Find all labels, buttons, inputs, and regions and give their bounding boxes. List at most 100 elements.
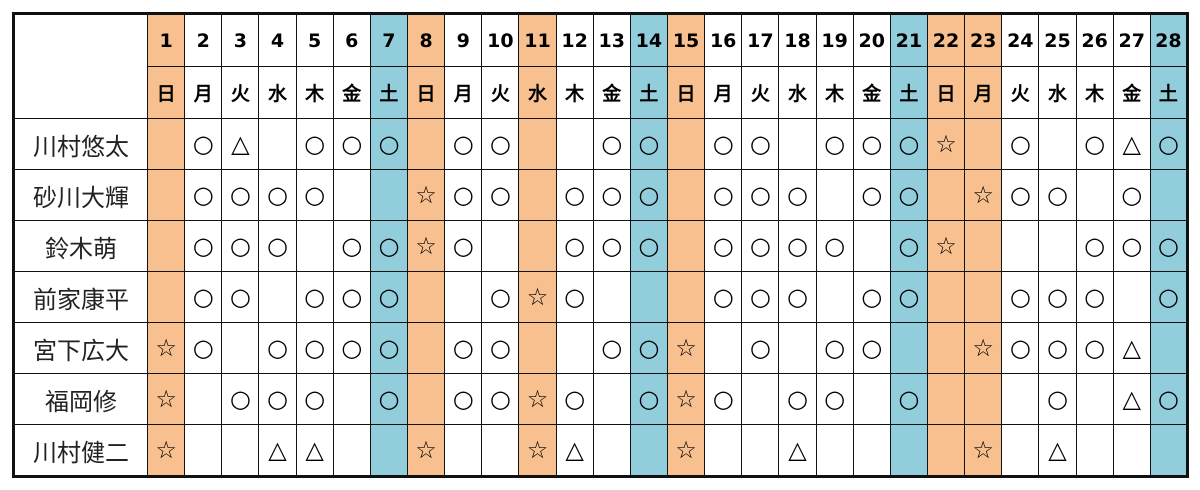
schedule-cell[interactable] (1075, 424, 1114, 477)
schedule-cell[interactable] (704, 322, 743, 374)
schedule-cell[interactable]: ○ (852, 169, 891, 221)
schedule-cell[interactable] (592, 271, 631, 323)
schedule-cell[interactable]: ○ (221, 271, 260, 323)
schedule-cell[interactable]: ○ (184, 169, 223, 221)
schedule-cell[interactable]: ○ (1149, 118, 1189, 170)
schedule-cell[interactable] (369, 169, 408, 221)
schedule-cell[interactable]: ○ (741, 118, 780, 170)
schedule-cell[interactable] (815, 169, 854, 221)
schedule-cell[interactable] (852, 220, 891, 272)
schedule-cell[interactable]: ○ (369, 322, 408, 374)
schedule-cell[interactable] (629, 424, 668, 477)
schedule-cell[interactable] (964, 271, 1003, 323)
schedule-cell[interactable]: ○ (1149, 220, 1189, 272)
schedule-cell[interactable]: ○ (332, 271, 371, 323)
schedule-cell[interactable]: ○ (889, 271, 928, 323)
schedule-cell[interactable] (778, 322, 817, 374)
schedule-cell[interactable] (926, 322, 966, 374)
schedule-cell[interactable] (741, 424, 780, 477)
schedule-cell[interactable] (332, 373, 371, 425)
schedule-cell[interactable]: ○ (704, 271, 743, 323)
schedule-cell[interactable]: ○ (852, 322, 891, 374)
schedule-cell[interactable]: ○ (295, 322, 334, 374)
schedule-cell[interactable]: ○ (741, 220, 780, 272)
schedule-cell[interactable]: ☆ (518, 373, 557, 425)
schedule-cell[interactable]: ○ (295, 169, 334, 221)
schedule-cell[interactable]: ○ (592, 322, 631, 374)
schedule-cell[interactable] (258, 118, 297, 170)
schedule-cell[interactable]: ○ (555, 271, 594, 323)
schedule-cell[interactable] (221, 424, 260, 477)
schedule-cell[interactable]: △ (1038, 424, 1077, 477)
schedule-cell[interactable] (406, 118, 446, 170)
schedule-cell[interactable]: △ (295, 424, 334, 477)
schedule-cell[interactable] (146, 271, 186, 323)
schedule-cell[interactable] (1149, 322, 1189, 374)
schedule-cell[interactable]: ○ (332, 220, 371, 272)
schedule-cell[interactable] (666, 118, 706, 170)
schedule-cell[interactable]: ○ (889, 169, 928, 221)
schedule-cell[interactable]: ☆ (146, 373, 186, 425)
schedule-cell[interactable] (1075, 169, 1114, 221)
schedule-cell[interactable]: ○ (1001, 271, 1040, 323)
schedule-cell[interactable]: ○ (444, 220, 483, 272)
schedule-cell[interactable]: ○ (369, 271, 408, 323)
schedule-cell[interactable] (629, 271, 668, 323)
schedule-cell[interactable]: ○ (704, 169, 743, 221)
schedule-cell[interactable] (592, 373, 631, 425)
schedule-cell[interactable]: ○ (258, 169, 297, 221)
schedule-cell[interactable]: ○ (889, 220, 928, 272)
schedule-cell[interactable] (1149, 424, 1189, 477)
schedule-cell[interactable] (964, 118, 1003, 170)
schedule-cell[interactable]: ○ (1149, 271, 1189, 323)
schedule-cell[interactable] (518, 118, 557, 170)
schedule-cell[interactable]: ○ (852, 118, 891, 170)
schedule-cell[interactable] (964, 220, 1003, 272)
schedule-cell[interactable] (666, 271, 706, 323)
schedule-cell[interactable]: △ (1112, 373, 1151, 425)
schedule-cell[interactable]: ○ (592, 220, 631, 272)
schedule-cell[interactable] (518, 322, 557, 374)
schedule-cell[interactable]: ○ (1001, 169, 1040, 221)
schedule-cell[interactable]: ○ (221, 169, 260, 221)
schedule-cell[interactable]: ○ (258, 373, 297, 425)
schedule-cell[interactable]: ☆ (518, 424, 557, 477)
schedule-cell[interactable] (666, 220, 706, 272)
schedule-cell[interactable]: ○ (889, 118, 928, 170)
schedule-cell[interactable]: ○ (184, 322, 223, 374)
schedule-cell[interactable]: ○ (704, 220, 743, 272)
schedule-cell[interactable] (1075, 373, 1114, 425)
schedule-cell[interactable]: ○ (481, 169, 520, 221)
schedule-cell[interactable] (184, 424, 223, 477)
schedule-cell[interactable]: ○ (778, 220, 817, 272)
schedule-cell[interactable]: △ (1112, 118, 1151, 170)
schedule-cell[interactable]: ○ (778, 271, 817, 323)
schedule-cell[interactable] (964, 373, 1003, 425)
schedule-cell[interactable]: ○ (592, 169, 631, 221)
schedule-cell[interactable] (221, 322, 260, 374)
schedule-cell[interactable] (369, 424, 408, 477)
schedule-cell[interactable]: ☆ (666, 424, 706, 477)
schedule-cell[interactable]: ○ (1038, 271, 1077, 323)
schedule-cell[interactable] (1001, 220, 1040, 272)
schedule-cell[interactable]: ○ (295, 271, 334, 323)
schedule-cell[interactable]: ○ (555, 169, 594, 221)
schedule-cell[interactable]: ○ (481, 271, 520, 323)
schedule-cell[interactable]: ○ (704, 118, 743, 170)
schedule-cell[interactable]: ○ (852, 271, 891, 323)
schedule-cell[interactable] (1112, 424, 1151, 477)
schedule-cell[interactable] (741, 373, 780, 425)
schedule-cell[interactable]: ○ (629, 220, 668, 272)
schedule-cell[interactable]: ○ (629, 373, 668, 425)
schedule-cell[interactable]: ○ (332, 118, 371, 170)
schedule-cell[interactable]: ○ (629, 322, 668, 374)
schedule-cell[interactable] (1001, 424, 1040, 477)
schedule-cell[interactable]: ○ (444, 169, 483, 221)
schedule-cell[interactable] (1038, 220, 1077, 272)
schedule-cell[interactable] (146, 118, 186, 170)
schedule-cell[interactable] (518, 220, 557, 272)
schedule-cell[interactable] (481, 220, 520, 272)
schedule-cell[interactable]: ○ (1038, 373, 1077, 425)
schedule-cell[interactable]: ○ (1149, 373, 1189, 425)
schedule-cell[interactable]: ○ (221, 373, 260, 425)
